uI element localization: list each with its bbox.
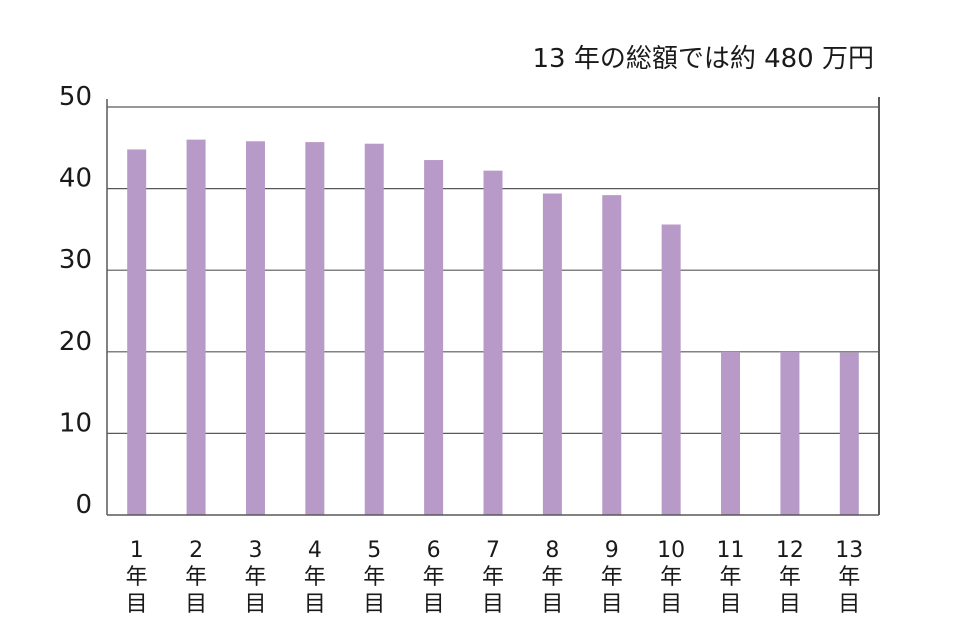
x-axis-labels: 1 年目 2 年目 3 年目 4 年目 5 年目 6 年目 7 年目 8 年目 9 年目 10 年目 11 年目 12 年目 1…: [126, 538, 864, 617]
x-tick-label: 10 年目: [657, 538, 685, 617]
bar: [839, 352, 859, 515]
y-tick-label: 30: [59, 245, 92, 275]
bar: [483, 170, 503, 515]
y-tick-label: 40: [59, 164, 92, 194]
bar: [305, 142, 325, 515]
bar: [661, 224, 681, 515]
y-tick-label: 20: [59, 327, 92, 357]
y-axis-ticks: 0 10 20 30 40 50: [59, 82, 92, 520]
x-tick-label: 7 年目: [482, 538, 504, 617]
bar: [245, 141, 265, 515]
bar: [127, 149, 147, 515]
x-tick-label: 1 年目: [126, 538, 148, 617]
chart-annotation: 13 年の総額では約 480 万円: [532, 44, 874, 74]
x-tick-label: 5 年目: [363, 538, 385, 617]
y-tick-label: 50: [59, 82, 92, 112]
x-tick-label: 9 年目: [601, 538, 623, 617]
x-tick-label: 11 年目: [717, 538, 745, 617]
x-tick-label: 8 年目: [541, 538, 563, 617]
bar: [542, 193, 562, 515]
bar: [602, 195, 622, 516]
x-tick-label: 4 年目: [304, 538, 326, 617]
axes: [106, 97, 880, 516]
bars: [127, 139, 859, 516]
y-tick-label: 0: [75, 490, 92, 520]
x-tick-label: 13 年目: [835, 538, 863, 617]
x-tick-label: 2 年目: [185, 538, 207, 617]
x-tick-label: 6 年目: [423, 538, 445, 617]
x-tick-label: 12 年目: [776, 538, 804, 617]
bar: [780, 351, 800, 515]
x-tick-label: 3 年目: [244, 538, 266, 617]
bar: [721, 351, 741, 515]
bar: [364, 143, 384, 515]
y-tick-label: 10: [59, 408, 92, 438]
bar: [186, 139, 206, 515]
bar: [424, 160, 444, 516]
